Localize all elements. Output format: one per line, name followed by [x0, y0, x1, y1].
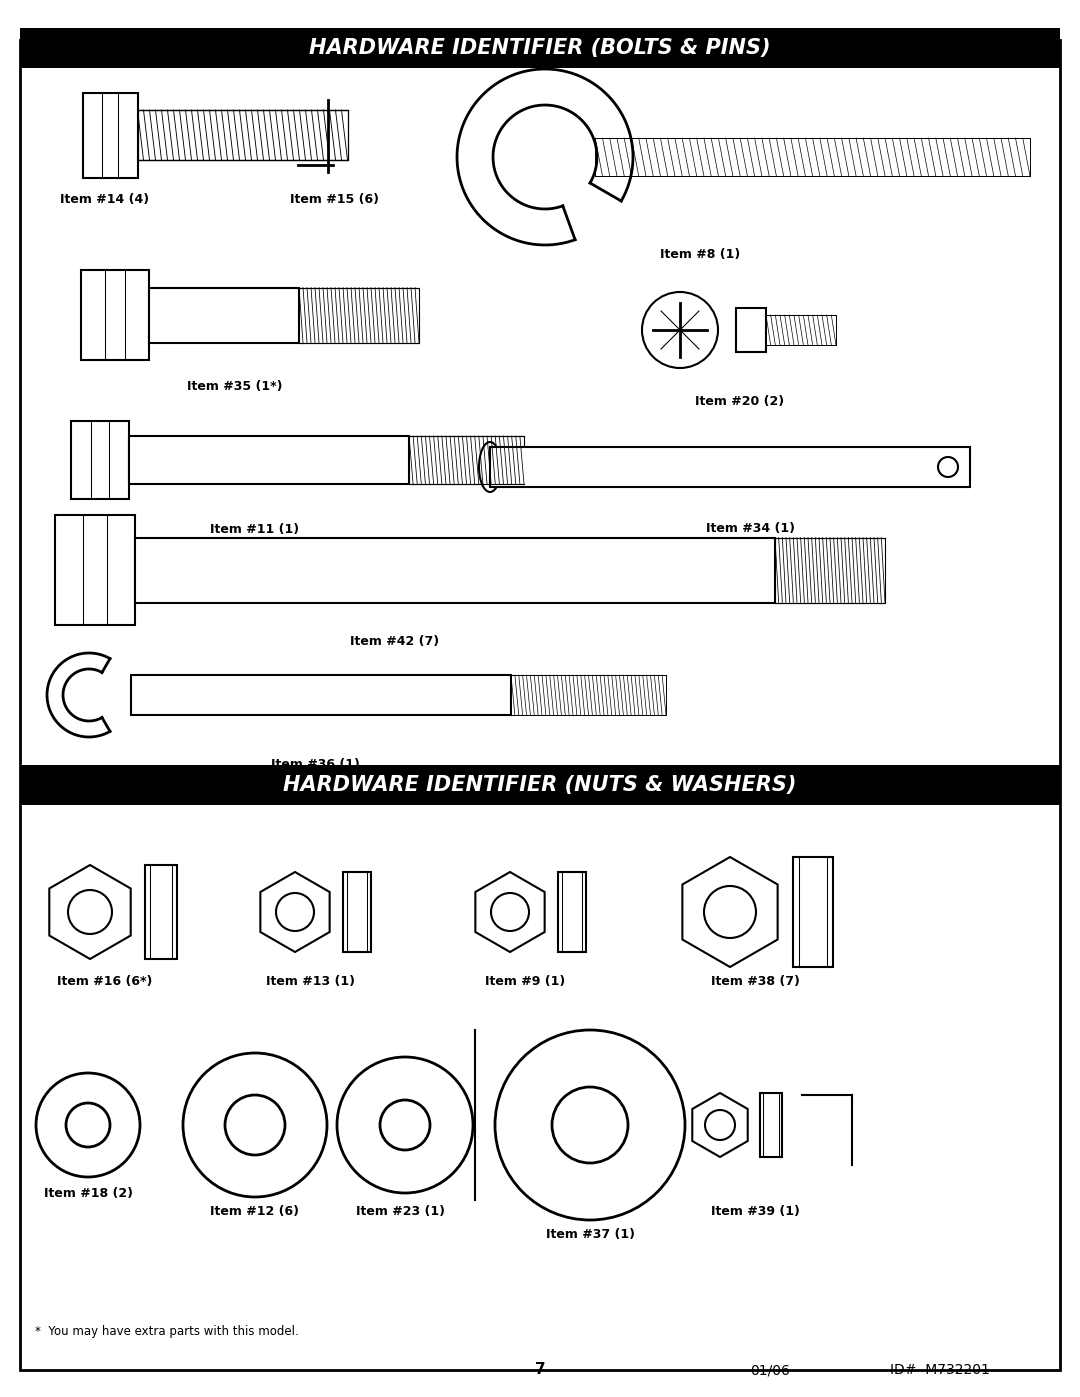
Text: Item #23 (1): Item #23 (1) [355, 1206, 445, 1218]
Bar [343, 872, 372, 951]
Bar [135, 538, 775, 602]
Ellipse shape [480, 441, 501, 492]
Bar [149, 288, 299, 342]
Bar [55, 515, 135, 624]
Text: Item #37 (1): Item #37 (1) [545, 1228, 635, 1241]
Text: Item #11 (1): Item #11 (1) [211, 522, 299, 536]
Bar [490, 447, 970, 488]
Text: Item #20 (2): Item #20 (2) [696, 395, 784, 408]
Circle shape [225, 1095, 285, 1155]
Polygon shape [692, 1092, 747, 1157]
Text: 01/06: 01/06 [751, 1363, 789, 1377]
Bar [21, 28, 1059, 68]
Bar [511, 675, 666, 715]
Bar [82, 92, 137, 177]
Text: 7: 7 [535, 1362, 545, 1377]
Bar [81, 270, 149, 360]
Bar [766, 314, 836, 345]
Text: HARDWARE IDENTIFIER (NUTS & WASHERS): HARDWARE IDENTIFIER (NUTS & WASHERS) [283, 775, 797, 795]
Text: Item #18 (2): Item #18 (2) [43, 1187, 133, 1200]
Circle shape [66, 1104, 110, 1147]
Text: Item #14 (4): Item #14 (4) [60, 193, 149, 205]
Bar [71, 420, 129, 499]
Circle shape [705, 1111, 735, 1140]
Circle shape [36, 1073, 140, 1178]
Text: ID#  M732201: ID# M732201 [890, 1363, 990, 1377]
Text: Item #13 (1): Item #13 (1) [266, 975, 354, 988]
Polygon shape [457, 68, 633, 244]
Bar [558, 872, 586, 951]
Bar [299, 288, 419, 342]
Circle shape [939, 457, 958, 476]
Text: Item #16 (6*): Item #16 (6*) [57, 975, 152, 988]
Circle shape [491, 893, 529, 930]
Bar [775, 538, 885, 602]
Circle shape [183, 1053, 327, 1197]
Text: Item #12 (6): Item #12 (6) [211, 1206, 299, 1218]
Circle shape [552, 1087, 627, 1162]
Bar [129, 436, 409, 483]
Bar [137, 110, 348, 161]
Text: Item #35 (1*): Item #35 (1*) [187, 380, 283, 393]
Bar [131, 675, 511, 715]
Bar [793, 856, 833, 967]
Circle shape [68, 890, 112, 935]
Circle shape [337, 1058, 473, 1193]
Circle shape [495, 1030, 685, 1220]
Circle shape [642, 292, 718, 367]
Polygon shape [683, 856, 778, 967]
Text: Item #34 (1): Item #34 (1) [705, 522, 795, 535]
Polygon shape [50, 865, 131, 958]
Circle shape [276, 893, 314, 930]
Polygon shape [48, 652, 110, 738]
Bar [145, 865, 177, 958]
Text: Item #39 (1): Item #39 (1) [711, 1206, 799, 1218]
Bar [21, 766, 1059, 805]
Text: Item #42 (7): Item #42 (7) [350, 636, 440, 648]
Text: Item #9 (1): Item #9 (1) [485, 975, 565, 988]
Circle shape [380, 1099, 430, 1150]
Bar [409, 436, 524, 483]
Circle shape [704, 886, 756, 937]
Bar [595, 138, 1030, 176]
Text: Item #15 (6): Item #15 (6) [291, 193, 379, 205]
Bar [760, 1092, 782, 1157]
Text: Item #8 (1): Item #8 (1) [660, 249, 740, 261]
Polygon shape [260, 872, 329, 951]
Text: Item #38 (7): Item #38 (7) [711, 975, 799, 988]
Text: *  You may have extra parts with this model.: * You may have extra parts with this mod… [35, 1326, 299, 1338]
Text: Item #36 (1): Item #36 (1) [271, 759, 360, 771]
Polygon shape [475, 872, 544, 951]
Text: HARDWARE IDENTIFIER (BOLTS & PINS): HARDWARE IDENTIFIER (BOLTS & PINS) [309, 38, 771, 59]
Bar [735, 307, 766, 352]
